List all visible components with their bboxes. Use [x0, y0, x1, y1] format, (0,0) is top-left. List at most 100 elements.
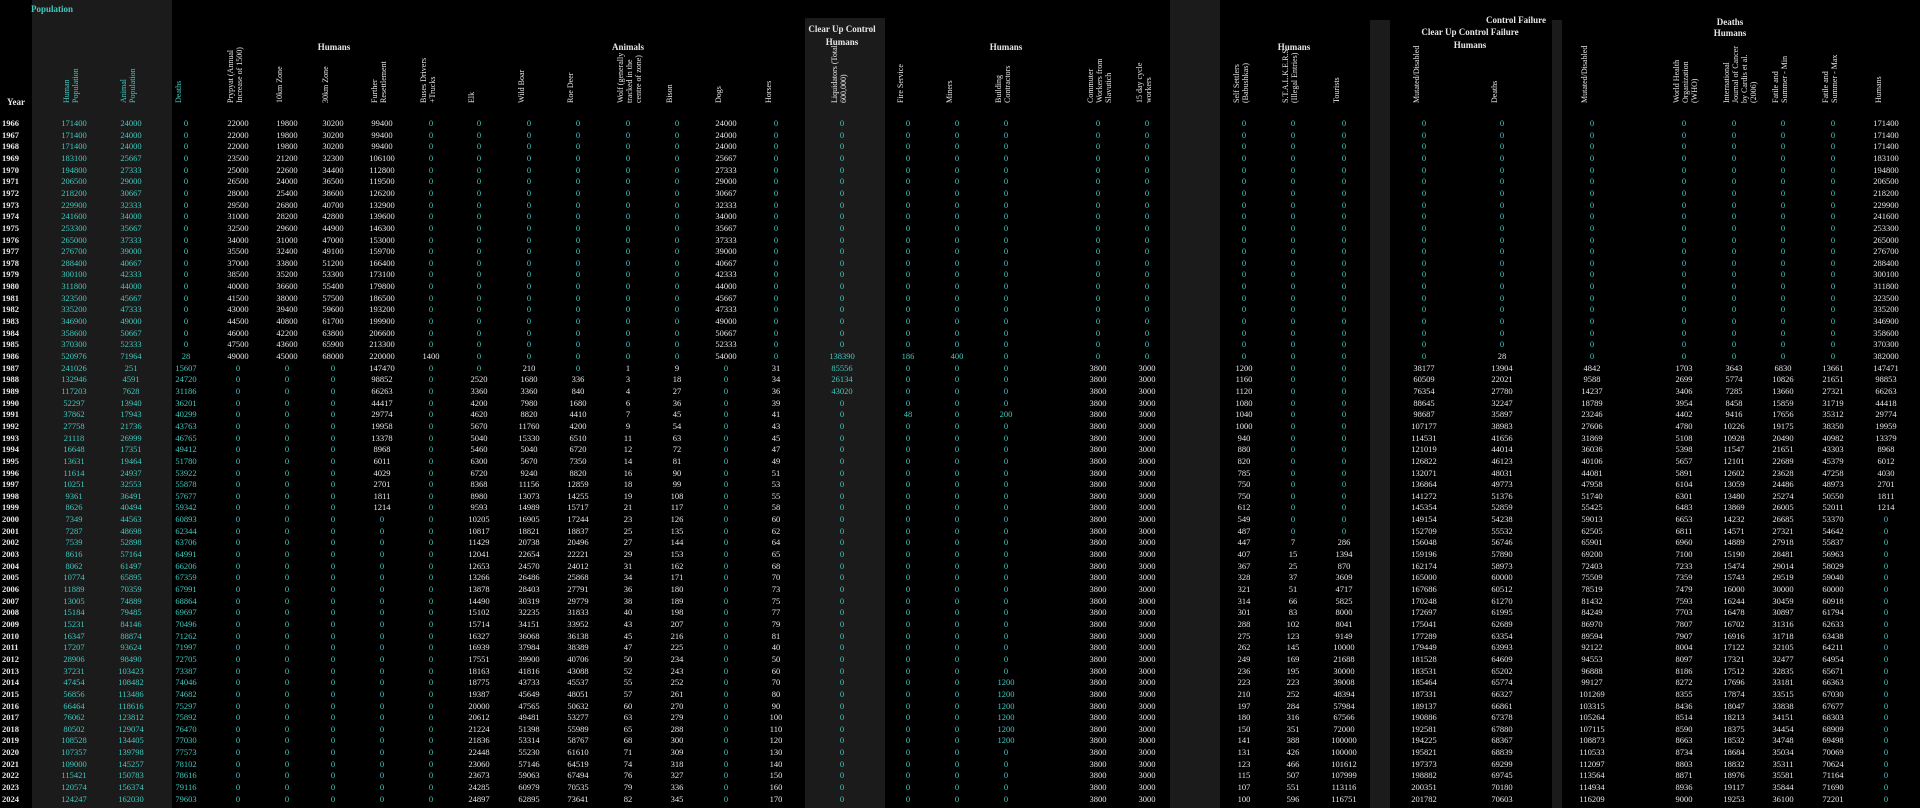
data-cell: 4402 [1675, 409, 1693, 420]
data-cell: 0 [284, 490, 290, 501]
data-cell: 0 [235, 677, 241, 688]
data-cell: 0 [476, 292, 482, 303]
data-cell: 15743 [1723, 572, 1745, 583]
data-cell: 0 [1681, 351, 1687, 361]
data-cell: 0 [379, 642, 385, 653]
data-cell: 0 [905, 222, 911, 233]
data-cell: 13940 [120, 397, 142, 408]
data-cell: 3800 [1089, 397, 1107, 408]
data-cell: 3000 [1138, 549, 1156, 560]
data-cell: 41 [771, 409, 781, 420]
data-cell: 0 [476, 118, 482, 128]
data-cell: 10205 [468, 514, 490, 525]
data-cell: 0 [284, 374, 290, 385]
clear-up-panel [805, 18, 885, 808]
data-cell: 165000 [1411, 572, 1437, 583]
data-cell: 0 [330, 723, 336, 734]
data-cell: 0 [575, 199, 581, 210]
data-cell: 335200 [61, 304, 87, 315]
data-cell: 0 [1421, 234, 1427, 245]
data-cell: 0 [235, 490, 241, 501]
column-header: 30km Zone [321, 66, 330, 103]
data-cell: 40982 [1822, 432, 1844, 443]
year-cell: 1975 [2, 222, 19, 233]
data-cell: 0 [476, 152, 482, 163]
data-cell: 73 [771, 584, 781, 594]
data-cell: 9 [674, 362, 680, 373]
data-cell: 870 [1337, 560, 1351, 571]
data-cell: 36068 [518, 630, 540, 641]
data-cell: 0 [284, 362, 290, 373]
data-cell: 40106 [1581, 455, 1603, 466]
data-cell: 3800 [1089, 584, 1107, 594]
data-cell: 0 [954, 502, 960, 513]
data-cell: 0 [235, 607, 241, 618]
data-cell: 61700 [322, 316, 344, 327]
data-cell: 15231 [63, 618, 85, 629]
data-cell: 10826 [1772, 374, 1794, 385]
data-cell: 140 [769, 758, 783, 769]
data-cell: 90 [672, 467, 682, 478]
data-cell: 4200 [470, 397, 488, 408]
data-cell: 0 [954, 199, 960, 210]
data-cell: 197 [1237, 700, 1251, 711]
data-cell: 32333 [715, 199, 737, 210]
data-cell: 0 [330, 432, 336, 443]
data-cell: 52297 [63, 397, 85, 408]
data-cell: 8272 [1675, 677, 1693, 688]
data-cell: 0 [1341, 339, 1347, 350]
data-cell: 0 [1731, 351, 1737, 361]
data-cell: 24285 [468, 782, 490, 793]
data-cell: 24000 [715, 141, 737, 152]
data-cell: 3800 [1089, 385, 1107, 396]
data-cell: 126200 [369, 187, 395, 198]
data-cell: 0 [330, 560, 336, 571]
data-cell: 99 [672, 479, 682, 490]
data-cell: 0 [428, 420, 434, 431]
data-cell: 0 [839, 712, 845, 723]
data-cell: 0 [723, 502, 729, 513]
data-cell: 6 [625, 397, 631, 408]
data-cell: 0 [625, 246, 631, 257]
data-cell: 5040 [470, 432, 488, 443]
data-cell: 0 [1290, 525, 1296, 536]
data-cell: 0 [839, 304, 845, 315]
data-cell: 43 [623, 618, 633, 629]
data-cell: 71 [623, 747, 633, 758]
data-cell: 75892 [175, 712, 197, 723]
data-cell: 6830 [1774, 362, 1792, 373]
data-cell: 0 [1003, 747, 1009, 758]
year-cell: 2008 [2, 607, 19, 618]
data-cell: 216 [670, 630, 684, 641]
data-cell: 15190 [1723, 549, 1745, 560]
data-cell: 60512 [1491, 584, 1513, 594]
data-cell: 64 [771, 537, 781, 548]
data-cell: 0 [1681, 199, 1687, 210]
data-cell: 0 [839, 560, 845, 571]
data-cell: 25274 [1772, 490, 1794, 501]
data-cell: 3000 [1138, 432, 1156, 443]
data-cell: 63800 [322, 327, 344, 338]
data-cell: 0 [235, 397, 241, 408]
data-cell: 3800 [1089, 514, 1107, 525]
data-cell: 0 [839, 409, 845, 420]
data-cell: 61995 [1491, 607, 1513, 618]
data-cell: 185464 [1411, 677, 1437, 688]
data-cell: 0 [428, 234, 434, 245]
data-cell: 0 [1003, 770, 1009, 781]
data-cell: 3000 [1138, 479, 1156, 490]
data-cell: 22654 [518, 549, 540, 560]
data-cell: 4780 [1675, 420, 1693, 431]
data-cell: 0 [905, 164, 911, 175]
data-cell: 0 [428, 292, 434, 303]
data-cell: 0 [330, 770, 336, 781]
data-cell: 93624 [120, 642, 142, 653]
data-cell: 115421 [61, 770, 87, 781]
data-cell: 183100 [1873, 152, 1899, 163]
data-cell: 62 [771, 525, 781, 536]
data-cell: 0 [954, 595, 960, 606]
data-cell: 210 [1237, 688, 1251, 699]
data-cell: 153000 [369, 234, 395, 245]
data-cell: 0 [1499, 316, 1505, 327]
year-cell: 2019 [2, 735, 19, 746]
